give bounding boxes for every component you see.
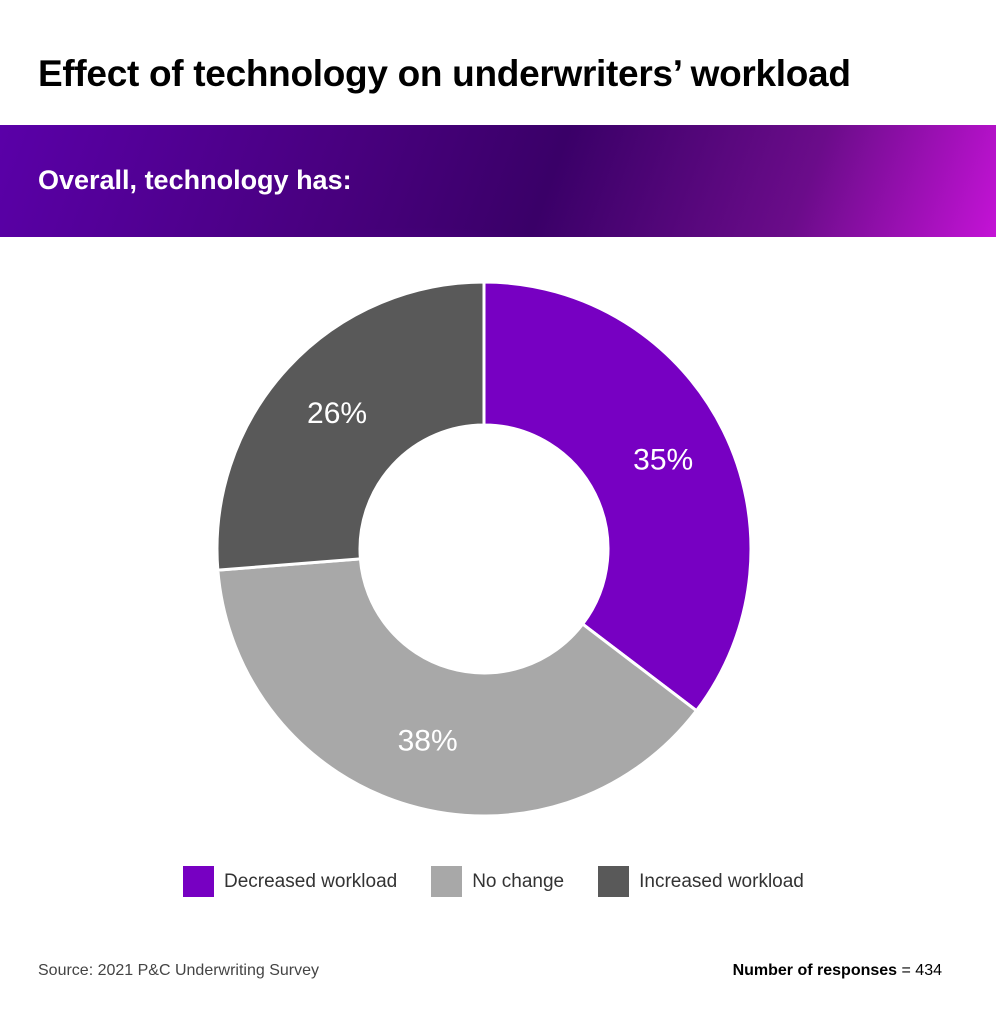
responses-label: Number of responses bbox=[732, 962, 898, 979]
legend-swatch-decreased-workload bbox=[183, 866, 214, 897]
legend-label-increased-workload: Increased workload bbox=[639, 870, 804, 892]
slice-decreased-workload bbox=[482, 280, 753, 713]
legend-swatch-no-change bbox=[431, 866, 463, 897]
responses-value: = 434 bbox=[897, 962, 943, 979]
slice-label-no-change: 38% bbox=[398, 724, 458, 757]
legend-label-no-change: No change bbox=[472, 870, 565, 892]
legend-item-increased-workload: Increased workload bbox=[598, 866, 804, 897]
slice-label-increased-workload: 26% bbox=[307, 397, 367, 430]
donut-slices bbox=[215, 280, 753, 818]
donut-slice-labels: 35% 38% 26% bbox=[307, 397, 693, 758]
responses-count: Number of responses = 434 bbox=[733, 962, 942, 980]
chart-subtitle: Overall, technology has: bbox=[38, 165, 352, 195]
subtitle-banner bbox=[0, 125, 996, 237]
legend-item-no-change: No change bbox=[431, 866, 564, 897]
legend-item-decreased-workload: Decreased workload bbox=[183, 866, 397, 897]
donut-chart: 35% 38% 26% bbox=[215, 280, 753, 818]
chart-title: Effect of technology on underwriters’ wo… bbox=[38, 53, 851, 94]
legend-swatch-increased-workload bbox=[598, 866, 630, 897]
chart-legend: Decreased workload No change Increased w… bbox=[183, 866, 838, 897]
source-note: Source: 2021 P&C Underwriting Survey bbox=[38, 962, 320, 979]
legend-label-decreased-workload: Decreased workload bbox=[224, 870, 398, 892]
slice-increased-workload bbox=[215, 280, 486, 572]
slice-no-change bbox=[216, 557, 699, 818]
slice-label-decreased-workload: 35% bbox=[633, 444, 693, 477]
